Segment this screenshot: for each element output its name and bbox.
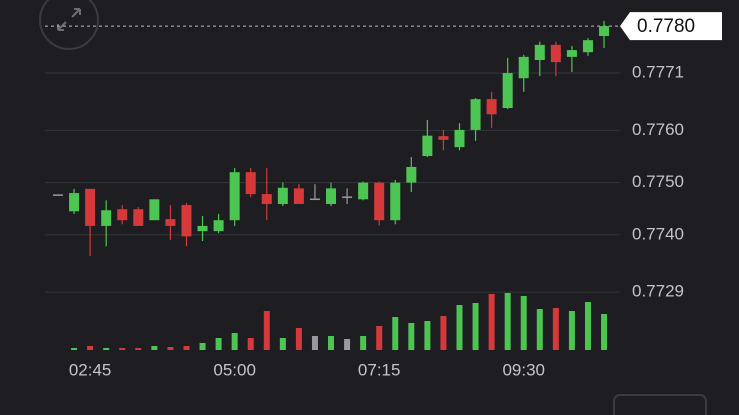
candle-body bbox=[293, 188, 304, 204]
last-price-box bbox=[620, 12, 722, 41]
candle-body bbox=[229, 172, 240, 221]
candle-body bbox=[550, 44, 561, 63]
volume-bar bbox=[392, 317, 399, 350]
volume-bar bbox=[408, 323, 415, 350]
volume-bar bbox=[360, 336, 367, 350]
x-tick-label: 07:15 bbox=[358, 360, 401, 379]
volume-bar bbox=[520, 296, 527, 350]
volume-bar bbox=[488, 294, 495, 350]
candle-body bbox=[69, 193, 80, 212]
volume-bar bbox=[215, 338, 222, 350]
x-tick-label: 05:00 bbox=[213, 360, 256, 379]
candle-body bbox=[566, 50, 577, 57]
candle-body bbox=[85, 188, 96, 226]
candle-body bbox=[117, 209, 128, 221]
candle-body bbox=[101, 210, 112, 226]
volume-bar bbox=[456, 305, 463, 350]
volume-bar bbox=[279, 338, 286, 350]
candle-body bbox=[438, 136, 449, 140]
volume-bar bbox=[328, 336, 335, 350]
candle-body bbox=[261, 194, 272, 204]
x-tick-label: 09:30 bbox=[502, 360, 545, 379]
volume-bar bbox=[552, 308, 559, 350]
volume-bar bbox=[231, 333, 238, 350]
candle-body bbox=[374, 182, 385, 221]
candle-body bbox=[197, 225, 208, 232]
volume-bar bbox=[472, 303, 479, 350]
volume-bar bbox=[71, 348, 78, 350]
candle-body bbox=[342, 196, 353, 198]
volume-bar bbox=[151, 346, 158, 350]
y-tick-label: 0.7771 bbox=[632, 63, 684, 82]
candle-body bbox=[277, 187, 288, 204]
candle-body bbox=[245, 172, 256, 195]
candle-body bbox=[486, 99, 497, 115]
candle-body bbox=[406, 166, 417, 183]
candle-body bbox=[470, 99, 481, 130]
candle-body bbox=[599, 26, 610, 36]
volume-bar bbox=[247, 338, 254, 350]
volume-bar bbox=[440, 316, 447, 350]
volume-bar bbox=[504, 293, 511, 350]
expand-button[interactable] bbox=[39, 0, 99, 50]
volume-bar bbox=[424, 321, 431, 350]
volume-bar bbox=[263, 311, 270, 350]
candle-body bbox=[213, 220, 224, 232]
candle-body bbox=[309, 198, 320, 201]
candle-body bbox=[502, 73, 513, 108]
candle-body bbox=[149, 199, 160, 221]
candle-body bbox=[518, 56, 529, 79]
candle-body bbox=[390, 182, 401, 221]
y-tick-label: 0.7729 bbox=[632, 282, 684, 301]
volume-bar bbox=[536, 309, 543, 350]
candle-body bbox=[53, 194, 63, 196]
candle-body bbox=[165, 219, 176, 226]
volume-bar bbox=[183, 346, 190, 350]
y-tick-label: 0.7760 bbox=[632, 120, 684, 139]
volume-bar bbox=[103, 348, 110, 350]
volume-bar bbox=[601, 314, 608, 350]
expand-circle[interactable] bbox=[39, 0, 99, 50]
volume-bar bbox=[376, 326, 383, 350]
candle-body bbox=[422, 135, 433, 156]
candle-body bbox=[181, 205, 192, 237]
volume-bar bbox=[311, 336, 318, 350]
x-tick-label: 02:45 bbox=[69, 360, 112, 379]
candle-body bbox=[534, 44, 545, 60]
volume-bar bbox=[119, 348, 126, 350]
volume-bar bbox=[584, 302, 591, 350]
y-tick-label: 0.7740 bbox=[632, 224, 684, 243]
y-tick-label: 0.7750 bbox=[632, 172, 684, 191]
candle-body bbox=[326, 188, 337, 204]
last-price-label: 0.7780 bbox=[637, 16, 695, 37]
volume-bar bbox=[344, 339, 351, 350]
volume-bar bbox=[295, 328, 302, 350]
bottom-button[interactable] bbox=[613, 394, 707, 415]
expand-icon[interactable] bbox=[57, 8, 81, 31]
candle-body bbox=[454, 129, 465, 148]
candle-body bbox=[358, 182, 369, 200]
volume-bar bbox=[87, 346, 94, 350]
volume-bar bbox=[167, 347, 174, 350]
volume-bar bbox=[199, 343, 206, 350]
volume-bar bbox=[135, 348, 142, 350]
volume-bar bbox=[568, 311, 575, 350]
candle-body bbox=[582, 40, 593, 53]
candle-body bbox=[133, 209, 144, 226]
